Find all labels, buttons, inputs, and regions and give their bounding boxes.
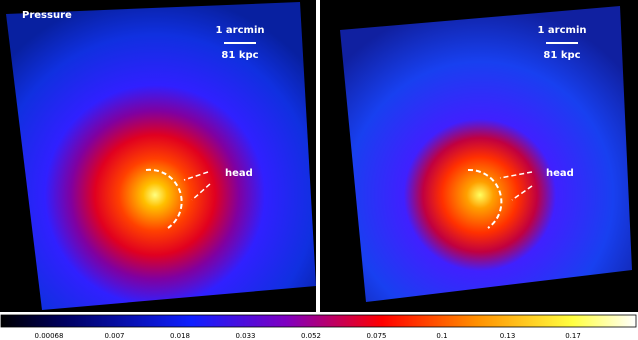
scale-label: 1 arcmin	[537, 25, 586, 36]
scale-distance: 81 kpc	[221, 50, 258, 61]
colorbar-tick-label: 0.052	[301, 332, 321, 340]
colorbar-tick-label: 0.1	[436, 332, 447, 340]
annotations-right	[467, 168, 533, 229]
colorbar-tick-label: 0.007	[104, 332, 124, 340]
colorbar-tick-label: 0.033	[235, 332, 255, 340]
annotation: head	[225, 168, 253, 179]
colorbar	[0, 314, 637, 328]
colorbar-tick-label: 0.00068	[35, 332, 64, 340]
panel-title: Pressure	[22, 10, 72, 21]
pressure-map-right	[340, 6, 632, 302]
annotation: head	[546, 168, 574, 179]
colorbar-ticks: 0.00068 0.007 0.018 0.033 0.052 0.075 0.1 0.13 0…	[35, 332, 581, 340]
scale-label: 1 arcmin	[215, 25, 264, 36]
colorbar-tick-label: 0.17	[565, 332, 581, 340]
scale-distance: 81 kpc	[543, 50, 580, 61]
colorbar-tick-label: 0.075	[366, 332, 386, 340]
pressure-map-left	[6, 2, 316, 310]
colorbar-tick-label: 0.13	[500, 332, 516, 340]
colorbar-tick-label: 0.018	[170, 332, 190, 340]
annotations-left	[145, 168, 211, 229]
